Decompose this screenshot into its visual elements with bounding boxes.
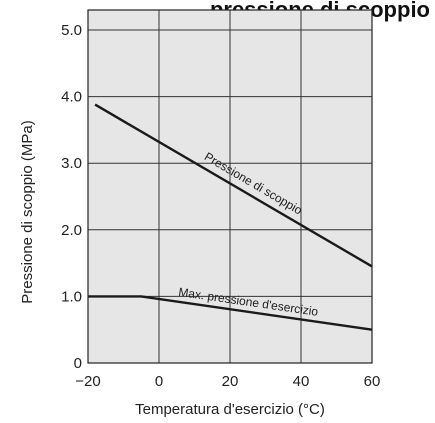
y-tick-label: 0 — [74, 355, 82, 372]
y-axis-label: Pressione di scoppio (MPa) — [19, 120, 36, 303]
series-line — [88, 295, 373, 331]
y-tick-label: 4.0 — [61, 89, 82, 106]
y-tick-label: 1.0 — [61, 288, 82, 305]
plot-frame — [87, 9, 373, 364]
x-tick-label: 60 — [364, 373, 381, 390]
x-tick-label: 40 — [293, 373, 310, 390]
x-axis-label: Temperatura d'esercizio (°C) — [135, 401, 325, 418]
y-tick-label: 5.0 — [61, 22, 82, 39]
x-tick-label: 0 — [155, 373, 163, 390]
data-series — [88, 103, 373, 331]
y-tick-label: 3.0 — [61, 155, 82, 172]
series-line — [94, 103, 373, 268]
x-tick-label: 20 — [222, 373, 239, 390]
y-tick-labels: 0 1.0 2.0 3.0 4.0 5.0 — [61, 22, 82, 372]
x-tick-label: −20 — [75, 373, 100, 390]
y-tick-label: 2.0 — [61, 222, 82, 239]
x-tick-labels: −20 0 20 40 60 — [75, 373, 380, 390]
